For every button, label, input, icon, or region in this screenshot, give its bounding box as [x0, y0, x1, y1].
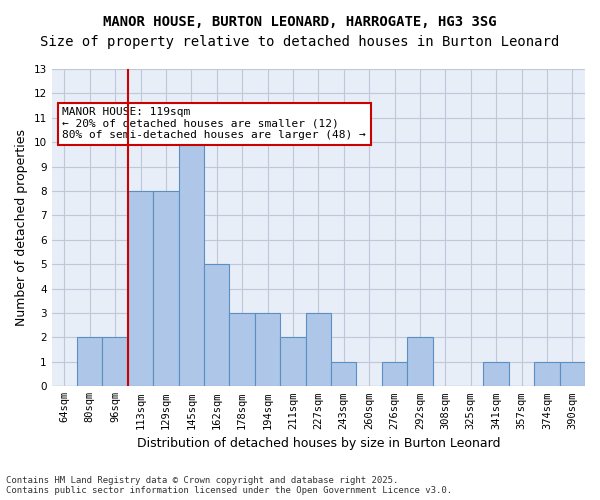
Bar: [255, 313, 280, 386]
Bar: [280, 338, 305, 386]
Bar: [534, 362, 560, 386]
Bar: [407, 338, 433, 386]
Bar: [229, 313, 255, 386]
Bar: [382, 362, 407, 386]
Text: Size of property relative to detached houses in Burton Leonard: Size of property relative to detached ho…: [40, 35, 560, 49]
Text: MANOR HOUSE: 119sqm
← 20% of detached houses are smaller (12)
80% of semi-detach: MANOR HOUSE: 119sqm ← 20% of detached ho…: [62, 107, 366, 140]
Text: MANOR HOUSE, BURTON LEONARD, HARROGATE, HG3 3SG: MANOR HOUSE, BURTON LEONARD, HARROGATE, …: [103, 15, 497, 29]
Bar: [77, 338, 103, 386]
Bar: [484, 362, 509, 386]
Bar: [204, 264, 229, 386]
Bar: [153, 191, 179, 386]
Bar: [331, 362, 356, 386]
Bar: [179, 118, 204, 386]
Bar: [560, 362, 585, 386]
X-axis label: Distribution of detached houses by size in Burton Leonard: Distribution of detached houses by size …: [137, 437, 500, 450]
Bar: [103, 338, 128, 386]
Y-axis label: Number of detached properties: Number of detached properties: [15, 129, 28, 326]
Bar: [305, 313, 331, 386]
Bar: [128, 191, 153, 386]
Text: Contains HM Land Registry data © Crown copyright and database right 2025.
Contai: Contains HM Land Registry data © Crown c…: [6, 476, 452, 495]
